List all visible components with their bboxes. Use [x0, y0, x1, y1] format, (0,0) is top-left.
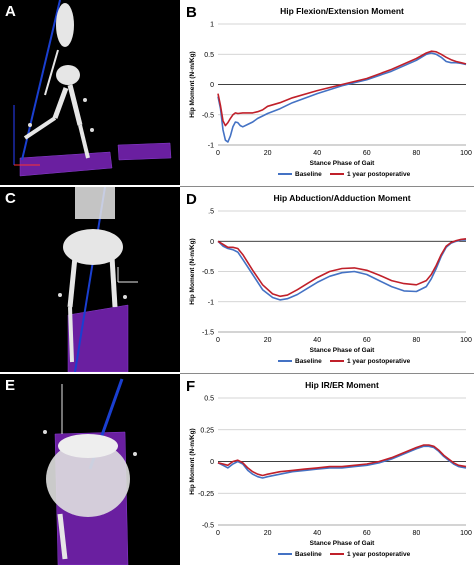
- x-axis-label: Stance Phase of Gait: [310, 160, 375, 167]
- y-tick-label: 0: [210, 459, 214, 466]
- x-tick-label: 100: [460, 530, 472, 537]
- y-tick-label: -1: [208, 143, 214, 150]
- x-tick-label: 80: [413, 530, 421, 537]
- hip-abduction-adduction-chart: Hip Abduction/Adduction Moment .5 0 -0.5 -1 -…: [189, 193, 472, 365]
- panel-letter: B: [186, 4, 197, 21]
- y-tick-label: 0.25: [200, 427, 214, 434]
- chart-title: Hip IR/ER Moment: [305, 380, 379, 390]
- x-tick-label: 0: [216, 530, 220, 537]
- skeleton-sagittal-view: [13, 0, 172, 177]
- y-tick-label: -1.5: [202, 330, 214, 337]
- postoperative-series-line: [217, 238, 467, 298]
- motion-capture-panel-c: C: [0, 187, 180, 372]
- y-tick-label: 0: [210, 239, 214, 246]
- y-axis-label: Hip Moment (N-m/Kg): [189, 428, 196, 494]
- y-tick-label: -0.5: [202, 269, 214, 276]
- y-tick-label: 1: [210, 22, 214, 29]
- chart-title: Hip Abduction/Adduction Moment: [273, 193, 410, 203]
- y-tick-label: 0.5: [204, 396, 214, 403]
- x-axis-label: Stance Phase of Gait: [310, 347, 375, 354]
- chart-title: Hip Flexion/Extension Moment: [280, 6, 404, 16]
- x-tick-label: 60: [363, 337, 371, 344]
- legend-label: Baseline: [295, 171, 322, 178]
- x-tick-label: 0: [216, 150, 220, 157]
- y-tick-label: -0.5: [202, 112, 214, 119]
- panel-letter: A: [5, 3, 16, 20]
- panel-letter: D: [186, 191, 197, 208]
- y-tick-label: 0: [210, 82, 214, 89]
- baseline-series-line: [217, 52, 467, 143]
- skeleton-frontal-view: [58, 187, 138, 372]
- legend-label: Baseline: [295, 358, 322, 365]
- x-tick-label: 20: [264, 530, 272, 537]
- legend-label: 1 year postoperative: [347, 358, 411, 365]
- postoperative-series-line: [217, 444, 467, 477]
- panel-divider: [180, 373, 474, 374]
- chart-panel-f: Hip IR/ER Moment 0.5 0.25 0 -0.25 -0.5 0 20 40 60…: [180, 374, 474, 565]
- y-tick-label: -0.5: [202, 523, 214, 530]
- panel-letter: F: [186, 378, 196, 395]
- panel-letter: E: [5, 377, 16, 394]
- y-axis-label: Hip Moment (N-m/Kg): [189, 238, 196, 304]
- x-tick-label: 0: [216, 337, 220, 344]
- legend-label: 1 year postoperative: [347, 171, 411, 178]
- x-tick-label: 80: [413, 150, 421, 157]
- legend-label: 1 year postoperative: [347, 551, 411, 558]
- x-tick-label: 80: [413, 337, 421, 344]
- chart-panel-b: Hip Flexion/Extension Moment 1 0.5 0 -0.5 -1 0…: [180, 0, 474, 185]
- x-tick-label: 60: [363, 150, 371, 157]
- y-axis-label: Hip Moment (N-m/Kg): [189, 51, 196, 117]
- x-tick-label: 60: [363, 530, 371, 537]
- panel-letter: C: [5, 190, 16, 207]
- x-tick-label: 100: [460, 150, 472, 157]
- skeleton-transverse-view: [43, 378, 137, 565]
- baseline-series-line: [217, 445, 467, 479]
- motion-capture-panel-a: A: [0, 0, 180, 185]
- panel-divider: [180, 186, 474, 187]
- y-tick-label: .5: [208, 209, 214, 216]
- x-tick-label: 40: [313, 150, 321, 157]
- baseline-series-line: [217, 239, 466, 301]
- y-tick-label: -1: [208, 299, 214, 306]
- postoperative-series-line: [217, 50, 467, 127]
- y-tick-label: -0.25: [198, 491, 214, 498]
- y-tick-label: 0.5: [204, 52, 214, 59]
- x-axis-label: Stance Phase of Gait: [310, 540, 375, 547]
- x-tick-label: 20: [264, 150, 272, 157]
- chart-panel-d: Hip Abduction/Adduction Moment .5 0 -0.5 -1 -…: [180, 187, 474, 372]
- x-tick-label: 40: [313, 337, 321, 344]
- motion-capture-panel-e: E: [0, 374, 180, 565]
- legend-label: Baseline: [295, 551, 322, 558]
- hip-flexion-extension-chart: Hip Flexion/Extension Moment10.50-0.5-10…: [189, 6, 472, 178]
- x-tick-label: 100: [460, 337, 472, 344]
- x-tick-label: 40: [313, 530, 321, 537]
- x-tick-label: 20: [264, 337, 272, 344]
